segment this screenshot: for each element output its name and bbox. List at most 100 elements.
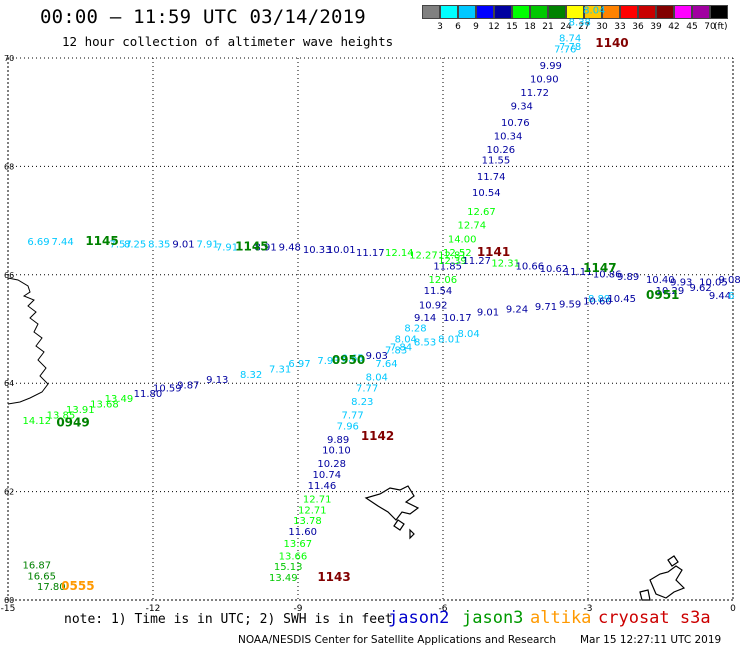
wave-height-value: 10.45 [607,294,636,305]
wave-height-value: 9.13 [206,375,228,386]
scale-swatch [692,5,710,19]
scale-swatch [458,5,476,19]
wave-height-value: 8.04 [366,372,388,383]
wave-height-value: 9.14 [414,313,436,324]
wave-height-value: 12.06 [429,275,458,286]
wave-height-value: 10.29 [656,286,685,297]
scale-label: 27 [578,22,590,32]
y-tick-label: 70 [4,54,14,63]
scale-label: 70 [704,22,716,32]
wave-height-value: 8.35 [148,240,170,251]
scale-swatch [566,5,584,19]
x-tick-label: -3 [584,604,593,614]
wave-height-value: 10.28 [317,459,346,470]
iceland-coast [7,277,49,405]
wave-height-value: 10.54 [472,188,501,199]
wave-height-value: 9.71 [535,302,557,313]
scale-swatch [476,5,494,19]
wave-height-value: 10.60 [583,297,612,308]
wave-height-value: 10.76 [501,118,530,129]
wave-height-value: 13.49 [269,573,298,584]
scale-label: 42 [668,22,680,32]
wave-height-value: 7.91 [216,242,238,253]
wave-height-value: 14.00 [448,234,477,245]
scale-label: 21 [542,22,554,32]
wave-height-value: 6.69 [27,237,49,248]
scale-label: 30 [596,22,608,32]
wave-height-value: 8.01 [438,335,460,346]
wave-height-value: 8.91 [255,242,277,253]
wave-height-value: 10.33 [303,245,332,256]
wave-height-value: 7.76 [554,45,576,56]
wave-height-value: 13.66 [279,551,308,562]
wave-height-value: 8.25 [124,240,146,251]
wave-height-value: 10.86 [593,270,622,281]
wave-height-value: 10.10 [322,446,351,457]
scale-swatch [620,5,638,19]
wave-height-value: 10.40 [646,275,675,286]
wave-height-value: 9.24 [506,305,528,316]
faroe-islands [364,485,420,540]
scale-swatch [674,5,692,19]
wave-height-value: 9.93 [670,278,692,289]
wave-height-value: 11.11 [564,267,593,278]
wave-height-value: 11.85 [433,261,462,272]
wave-height-value: 13.91 [66,405,95,416]
scale-swatch [602,5,620,19]
wave-height-value: 10.90 [530,74,559,85]
wave-height-value: 9.48 [279,242,301,253]
pass-time-label: 1143 [317,570,350,584]
shetland-islands [639,555,686,601]
scale-swatch [656,5,674,19]
scale-swatch [710,5,728,19]
wave-height-value: 13.78 [293,516,322,527]
wave-height-value: 11.74 [477,172,506,183]
wave-height-value: 11.80 [134,389,163,400]
scale-label: 33 [614,22,626,32]
wave-height-value: 8.04 [583,6,605,17]
wave-height-value: 6 [728,291,734,302]
x-tick-label: -9 [294,604,303,614]
pass-time-label: 0949 [56,416,89,430]
pass-time-label: 1145 [235,239,268,253]
wave-height-value: 10.92 [419,300,448,311]
pass-time-label: 0950 [332,353,365,367]
wave-height-value: 7.83 [385,345,407,356]
x-tick-label: -12 [146,604,161,614]
wave-height-value: 8.28 [404,324,426,335]
pass-time-label: 1141 [477,245,510,259]
wave-height-value: 7.31 [269,364,291,375]
wave-height-value: 9.99 [540,61,562,72]
scale-swatch [422,5,440,19]
legend-cryosat-s3a: cryosat s3a [598,608,711,628]
wave-height-value: 14.12 [23,416,52,427]
wave-height-value: 13.85 [47,410,76,421]
wave-height-value: 9.62 [690,283,712,294]
wave-height-value: 9.01 [477,307,499,318]
wave-height-value: 10.34 [494,131,523,142]
wave-height-value: 9.01 [172,240,194,251]
wave-height-value: 7.96 [337,421,359,432]
wave-height-value: 8.04 [395,335,417,346]
wave-height-value: 8.04 [458,329,480,340]
wave-height-points: 16.8716.6517.80055513.4915.1313.6613.671… [23,6,740,594]
wave-height-value: 6.97 [288,359,310,370]
wave-height-value: 15.13 [274,562,303,573]
wave-height-value: 8.53 [414,337,436,348]
x-tick-label: -6 [439,604,448,614]
wave-height-value: 7.84 [390,343,412,354]
wave-height-value: 12.52 [443,248,472,259]
x-tick-label: 0 [730,604,736,614]
wave-height-value: 7.91 [197,240,219,251]
wave-height-value: 8.89 [588,294,610,305]
scale-label: 45 [686,22,698,32]
axis-tick-labels: -15 -12 -9 -6 -3 0 60 62 64 66 68 70 [1,54,736,614]
scale-label: 3 [437,22,443,32]
map-frame [7,57,734,601]
wave-height-value: 8.74 [559,34,581,45]
wave-height-value: 17.80 [37,582,66,593]
pass-time-label: 0951 [646,288,679,302]
wave-height-value: 12.27 [409,251,438,262]
wave-height-value: 8.65 [342,354,364,365]
wave-height-value: 11.54 [424,286,453,297]
